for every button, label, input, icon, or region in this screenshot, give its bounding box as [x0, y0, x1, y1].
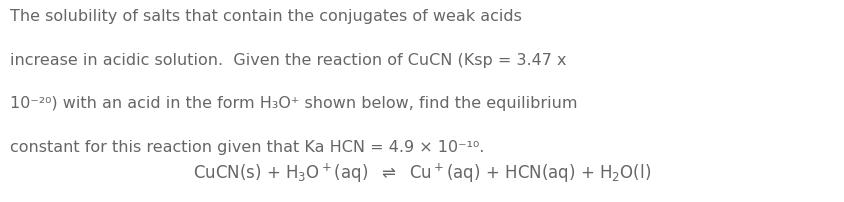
Text: The solubility of salts that contain the conjugates of weak acids: The solubility of salts that contain the…: [10, 9, 522, 24]
Text: 10⁻²⁰) with an acid in the form H₃O⁺ shown below, find the equilibrium: 10⁻²⁰) with an acid in the form H₃O⁺ sho…: [10, 96, 577, 111]
Text: constant for this reaction given that Ka HCN = 4.9 × 10⁻¹⁰.: constant for this reaction given that Ka…: [10, 139, 484, 154]
Text: CuCN(s) + H$_3$O$^+$(aq)  $\rightleftharpoons$  Cu$^+$(aq) + HCN(aq) + H$_2$O(l): CuCN(s) + H$_3$O$^+$(aq) $\rightleftharp…: [193, 161, 651, 184]
Text: increase in acidic solution.  Given the reaction of CuCN (Ksp = 3.47 x: increase in acidic solution. Given the r…: [10, 53, 566, 67]
